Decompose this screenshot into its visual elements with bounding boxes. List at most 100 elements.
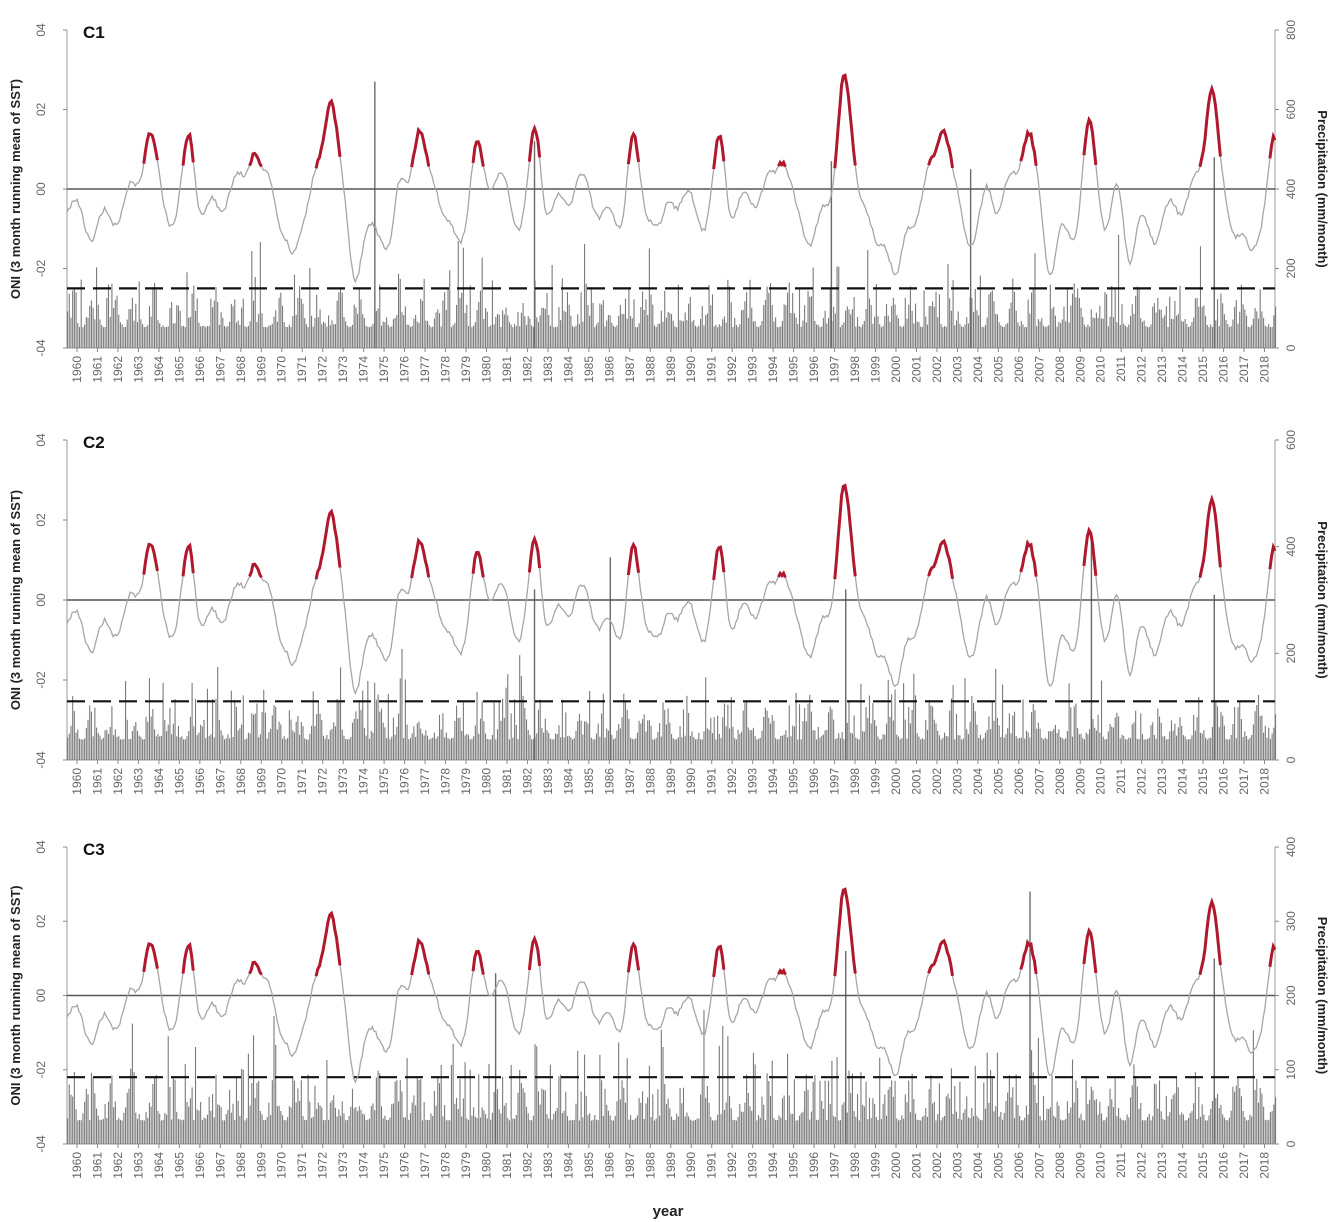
precip-bar <box>519 655 521 760</box>
precip-bar <box>1227 324 1229 348</box>
precip-bar <box>587 305 589 348</box>
precip-bar <box>223 1120 226 1144</box>
precip-bar <box>130 739 132 760</box>
precip-bar <box>266 738 268 760</box>
precip-bar <box>136 730 139 760</box>
precip-bar <box>73 1072 75 1144</box>
precip-bar <box>227 734 229 760</box>
precip-bar <box>409 737 412 760</box>
year-tick-label: 1987 <box>623 356 637 383</box>
year-tick-label: 1974 <box>357 768 371 795</box>
precip-bar <box>722 319 724 348</box>
precip-bar <box>1234 306 1236 348</box>
precip-bar <box>522 695 524 760</box>
precip-bar <box>1034 1084 1036 1144</box>
precip-bar <box>237 730 239 760</box>
precip-bar <box>686 695 688 760</box>
precip-bar <box>328 739 330 760</box>
precip-bar <box>524 707 526 760</box>
year-tick-label: 1967 <box>213 768 227 795</box>
precip-bar <box>858 1120 860 1144</box>
precip-bar <box>425 730 427 760</box>
precip-bar <box>1271 326 1273 348</box>
precip-bar <box>493 1091 495 1144</box>
precip-bar <box>657 324 659 348</box>
precip-bar <box>578 323 580 348</box>
precip-bar <box>232 736 234 760</box>
precip-bar <box>541 727 543 760</box>
year-tick-label: 1976 <box>398 768 412 795</box>
precip-bar <box>220 1107 222 1144</box>
precip-bar <box>438 313 441 348</box>
precip-bar <box>983 737 985 760</box>
precip-bar <box>817 324 819 348</box>
precip-bar <box>979 734 981 760</box>
precip-bar <box>73 711 75 760</box>
precip-bar <box>879 739 881 760</box>
year-tick-label: 1986 <box>602 1152 616 1179</box>
precip-bar <box>1111 286 1113 348</box>
precip-bar <box>597 723 599 760</box>
year-tick-label: 2005 <box>991 1152 1005 1179</box>
precip-bar <box>411 1102 413 1144</box>
precip-bar <box>1160 1111 1162 1144</box>
precip-bar <box>626 318 628 348</box>
precip-bar <box>885 1115 888 1144</box>
right-tick-label: 300 <box>1284 911 1298 931</box>
precip-bar <box>855 326 857 348</box>
precip-bar <box>834 313 836 348</box>
precip-bar <box>263 326 265 348</box>
year-tick-label: 2002 <box>930 356 944 383</box>
year-tick-label: 1980 <box>479 768 493 795</box>
precip-bar <box>991 290 993 348</box>
precip-bar <box>1056 1101 1058 1144</box>
precip-bar <box>1235 300 1237 348</box>
precip-bar <box>932 706 934 760</box>
precip-bar <box>416 1076 418 1144</box>
year-tick-label: 1994 <box>766 356 780 383</box>
precip-bar <box>1080 307 1082 348</box>
precip-bar <box>249 733 251 760</box>
precip-bar <box>432 326 434 348</box>
precip-bar <box>551 739 553 760</box>
precip-bar <box>746 701 748 760</box>
el-nino-segment <box>248 960 263 976</box>
precip-bar <box>860 1072 862 1144</box>
precip-bar <box>1228 327 1231 348</box>
year-tick-label: 2003 <box>950 356 964 383</box>
precip-bar <box>90 711 92 760</box>
precip-bar <box>766 1073 768 1144</box>
precip-bar <box>454 720 456 760</box>
precip-bar <box>996 717 998 760</box>
precip-bar <box>418 721 420 760</box>
precip-bar <box>909 1112 911 1144</box>
precip-bar <box>96 267 98 348</box>
precip-bar <box>1114 1078 1116 1144</box>
precip-bar <box>474 1116 476 1144</box>
precip-bar <box>1058 1105 1060 1144</box>
precip-bar <box>607 315 609 348</box>
precip-bar <box>409 1113 412 1144</box>
precip-bar <box>1269 327 1271 348</box>
precip-bar <box>887 680 889 760</box>
precip-bar <box>208 736 210 760</box>
precip-bar <box>621 1080 623 1144</box>
precip-bar <box>674 739 676 760</box>
precip-bar <box>913 323 915 348</box>
precip-bar <box>401 312 403 348</box>
precip-bar <box>624 700 627 760</box>
precip-bar <box>1128 1117 1130 1144</box>
precip-bar <box>338 701 340 760</box>
precip-bar <box>916 321 918 348</box>
precip-bar <box>993 1111 995 1144</box>
precip-bar <box>125 1107 127 1144</box>
precip-bar <box>843 1102 845 1144</box>
precip-bar <box>583 721 586 760</box>
precip-bar <box>365 735 367 760</box>
year-tick-label: 2017 <box>1237 356 1251 383</box>
precip-bar <box>611 322 613 348</box>
precip-bar <box>563 737 565 760</box>
precip-bar <box>450 738 452 760</box>
precip-bar <box>176 736 178 760</box>
precip-bar <box>181 1120 183 1144</box>
